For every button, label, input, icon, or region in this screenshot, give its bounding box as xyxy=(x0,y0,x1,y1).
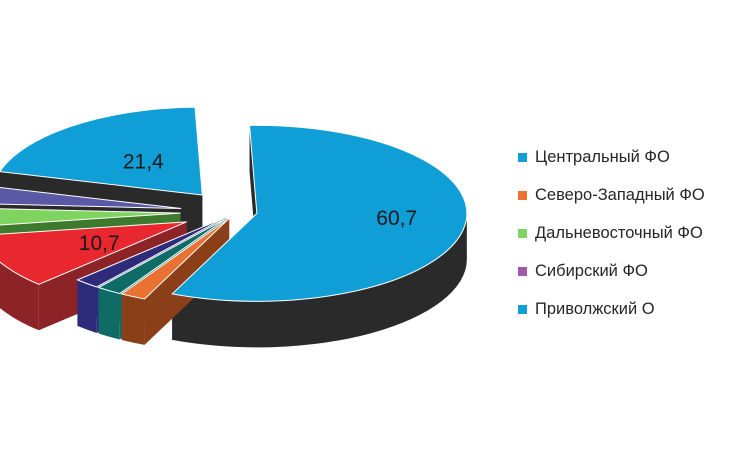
pie-slice-thin-3 xyxy=(76,216,226,288)
legend-item-siberian: Сибирский ФО xyxy=(518,252,746,290)
pie-slice-wall xyxy=(121,218,230,341)
pie-slice-thin-1 xyxy=(120,217,230,300)
legend-item-central: Центральный ФО xyxy=(518,138,746,176)
pie-slice-edge xyxy=(172,213,467,348)
pie-slice-10-7 xyxy=(0,221,187,285)
legend-label-volga: Приволжский О xyxy=(535,299,655,318)
legend-swatch-volga xyxy=(518,304,527,314)
legend-swatch-northwest xyxy=(518,190,527,200)
data-label: 21,4 xyxy=(123,150,164,173)
data-label: 10,7 xyxy=(79,232,120,255)
legend-swatch-central xyxy=(518,152,527,162)
pie-slice-60-7 xyxy=(171,124,468,302)
pie-slice-thin-2 xyxy=(97,217,228,295)
legend-label-siberian: Сибирский ФО xyxy=(535,261,648,280)
pie-plot-area: 60,710,73,63,621,4 xyxy=(0,106,468,348)
legend-swatch-siberian xyxy=(518,266,527,276)
legend: Центральный ФО Северо-Западный ФО Дальне… xyxy=(518,138,746,328)
legend-swatch-fareast xyxy=(518,228,527,238)
legend-item-volga: Приволжский О xyxy=(518,290,746,328)
data-label: 60,7 xyxy=(376,207,417,230)
legend-label-central: Центральный ФО xyxy=(535,147,670,166)
legend-item-fareast: Дальневосточный ФО xyxy=(518,214,746,252)
legend-label-fareast: Дальневосточный ФО xyxy=(535,223,703,242)
pie-slice-3-6 xyxy=(0,208,181,226)
pie-slice-3-6 xyxy=(0,186,182,209)
legend-label-northwest: Северо-Западный ФО xyxy=(535,185,705,204)
legend-item-northwest: Северо-Западный ФО xyxy=(518,176,746,214)
pie-slice-21-4 xyxy=(0,106,203,196)
